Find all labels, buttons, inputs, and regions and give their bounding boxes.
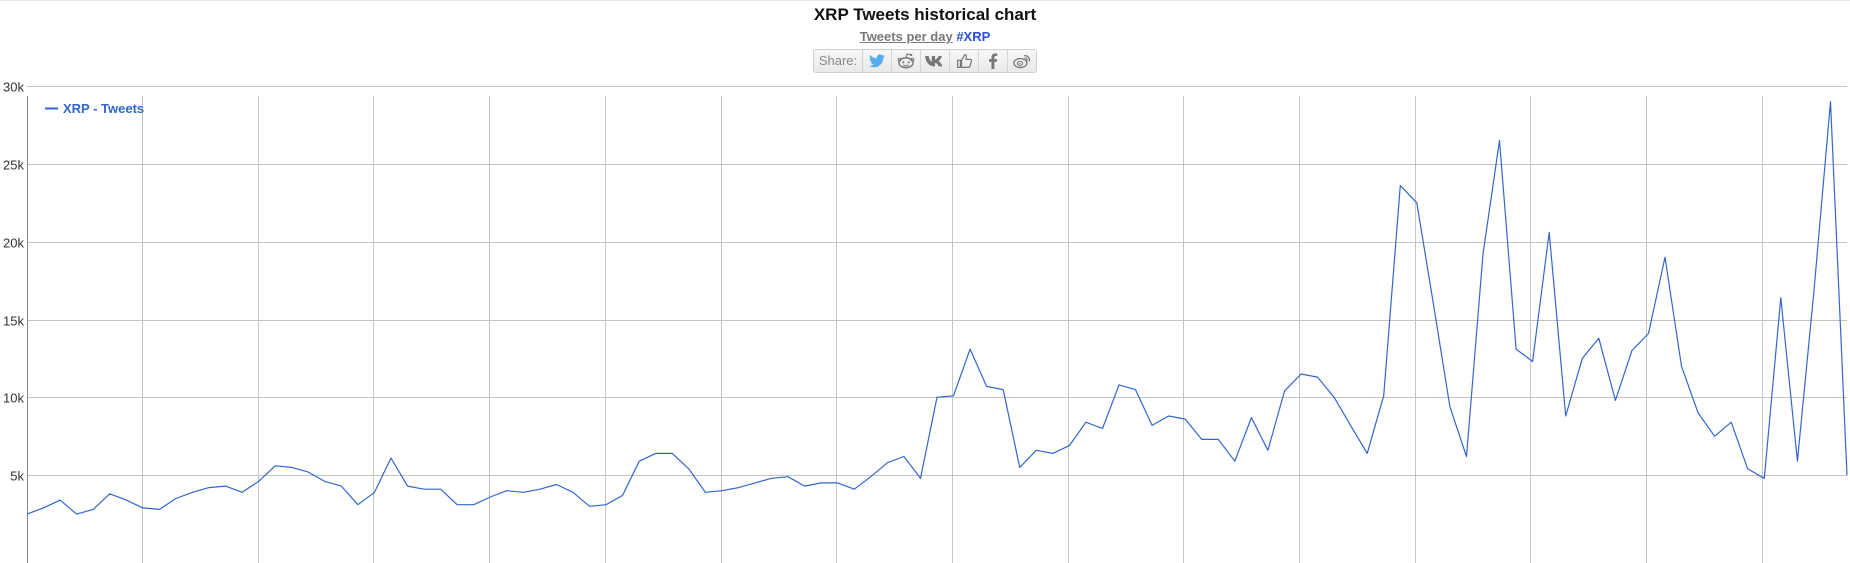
y-tick-label-30k: 30k bbox=[3, 80, 24, 95]
y-tick-label-25k: 25k bbox=[3, 158, 24, 173]
share-like-button[interactable] bbox=[950, 50, 980, 72]
like-icon bbox=[957, 54, 973, 68]
y-tick-label-15k: 15k bbox=[3, 314, 24, 329]
legend: XRP - Tweets bbox=[45, 101, 144, 116]
share-weibo-button[interactable] bbox=[1008, 50, 1036, 72]
share-facebook-button[interactable] bbox=[979, 50, 1009, 72]
share-bar: Share: bbox=[812, 49, 1038, 73]
facebook-icon bbox=[989, 53, 998, 69]
y-axis: 5k 10k 15k 20k 25k 30k bbox=[3, 80, 24, 484]
y-tick-label-5k: 5k bbox=[10, 469, 24, 484]
subtitle-text-link[interactable]: Tweets per day bbox=[859, 29, 953, 44]
share-vk-button[interactable] bbox=[921, 50, 951, 72]
weibo-icon bbox=[1013, 55, 1031, 69]
twitter-icon bbox=[869, 54, 886, 68]
vertical-gridlines bbox=[142, 96, 1763, 563]
vk-icon bbox=[925, 56, 943, 67]
share-reddit-button[interactable] bbox=[892, 50, 922, 72]
y-tick-label-20k: 20k bbox=[3, 236, 24, 251]
reddit-icon bbox=[897, 53, 915, 69]
share-label: Share: bbox=[814, 50, 864, 72]
chart-header: XRP Tweets historical chart Tweets per d… bbox=[0, 4, 1850, 73]
share-twitter-button[interactable] bbox=[863, 50, 893, 72]
y-tick-label-10k: 10k bbox=[3, 391, 24, 406]
legend-label-xrp-tweets: XRP - Tweets bbox=[63, 101, 144, 116]
horizontal-gridlines bbox=[27, 86, 1847, 476]
series-line-0 bbox=[26, 100, 1848, 515]
hashtag-link[interactable]: #XRP bbox=[956, 29, 991, 44]
chart-subtitle: Tweets per day #XRP bbox=[0, 29, 1850, 45]
top-border bbox=[0, 0, 1850, 1]
chart-title: XRP Tweets historical chart bbox=[813, 5, 1037, 24]
series-xrp-tweets bbox=[26, 100, 1848, 515]
